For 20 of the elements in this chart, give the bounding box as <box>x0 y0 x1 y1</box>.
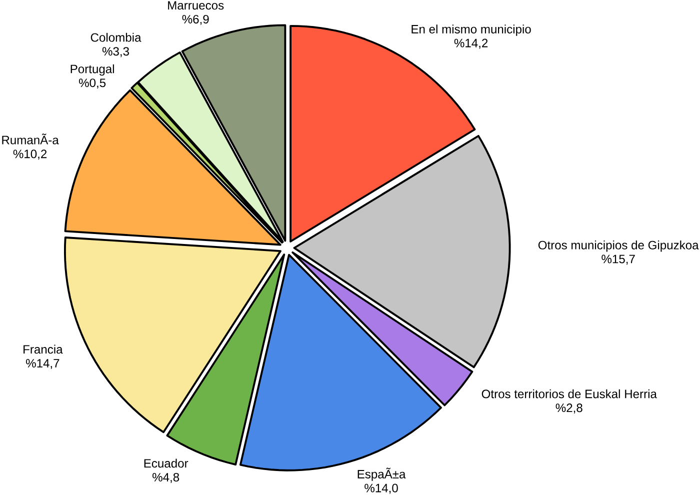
data-label: %14,2 <box>454 38 488 49</box>
data-label: %0,5 <box>79 78 106 89</box>
slice-label: Ecuador <box>144 458 188 468</box>
slice-label: En el mismo municipio <box>412 24 531 36</box>
slice-label: Portugal <box>70 64 114 76</box>
slice-label: Otros territorios de Euskal Herria <box>482 389 657 398</box>
slice-label: RumanÃ-a <box>2 134 59 144</box>
data-label: %2,8 <box>556 404 582 414</box>
data-label: %10,2 <box>13 150 47 160</box>
data-label: %14,7 <box>26 359 60 369</box>
slice-label: Otros municipios de Gipuzkoa <box>538 240 699 252</box>
data-label: %14,0 <box>364 484 398 494</box>
slice-label: Marruecos <box>168 1 224 10</box>
data-label: %15,7 <box>602 254 635 265</box>
slice-label: Colombia <box>90 32 142 42</box>
slice-label: Francia <box>24 344 63 354</box>
slice-label: EspaÃ±a <box>358 468 406 481</box>
data-label: %6,9 <box>182 14 209 25</box>
data-label: %4,8 <box>152 472 180 483</box>
data-label: %3,3 <box>102 47 129 58</box>
